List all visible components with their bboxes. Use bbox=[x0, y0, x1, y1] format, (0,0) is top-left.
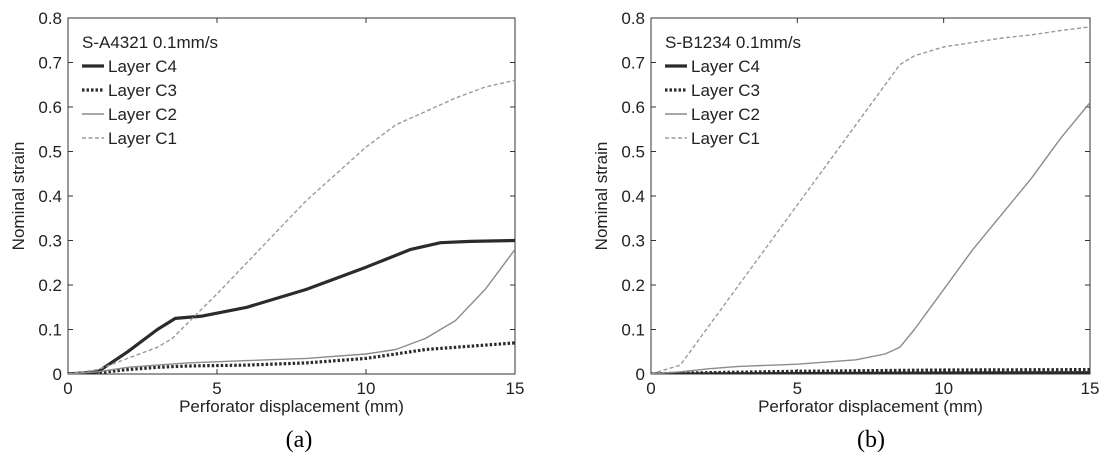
x-tick-label: 0 bbox=[63, 379, 72, 398]
series-group bbox=[68, 79, 515, 374]
y-tick-label: 0.3 bbox=[621, 232, 645, 251]
legend-title: S-B1234 0.1mm/s bbox=[665, 33, 801, 52]
legend-entry: Layer C3 bbox=[691, 81, 760, 100]
x-tick-label: 15 bbox=[506, 379, 525, 398]
series-line-layer-c2 bbox=[651, 102, 1090, 374]
x-tick-label: 15 bbox=[1081, 379, 1100, 398]
y-tick-label: 0.6 bbox=[621, 98, 645, 117]
series-line-layer-c3 bbox=[68, 341, 515, 374]
x-tick-label: 0 bbox=[646, 379, 655, 398]
legend-entry: Layer C1 bbox=[108, 129, 177, 148]
y-tick-label: 0.6 bbox=[38, 98, 62, 117]
y-tick-label: 0.4 bbox=[38, 187, 62, 206]
x-tick-label: 10 bbox=[357, 379, 376, 398]
y-tick-label: 0.8 bbox=[38, 9, 62, 28]
y-axis-label: Nominal strain bbox=[9, 142, 28, 251]
x-axis-label: Perforator displacement (mm) bbox=[179, 397, 404, 416]
y-tick-label: 0.4 bbox=[621, 187, 645, 206]
y-tick-label: 0.2 bbox=[38, 276, 62, 295]
x-tick-label: 5 bbox=[212, 379, 221, 398]
panel-caption: (a) bbox=[286, 427, 313, 453]
y-tick-label: 0.1 bbox=[38, 321, 62, 340]
legend-title: S-A4321 0.1mm/s bbox=[82, 33, 218, 52]
y-tick-label: 0 bbox=[636, 365, 645, 384]
legend-entry: Layer C4 bbox=[691, 57, 760, 76]
series-line-layer-c3 bbox=[651, 368, 1090, 374]
series-line-layer-c1 bbox=[68, 79, 515, 374]
y-tick-label: 0.5 bbox=[621, 143, 645, 162]
y-axis-label: Nominal strain bbox=[592, 142, 611, 251]
series-line-layer-c4 bbox=[68, 238, 515, 374]
series-line-layer-c1 bbox=[651, 26, 1090, 374]
y-tick-label: 0.7 bbox=[621, 54, 645, 73]
legend-entry: Layer C2 bbox=[108, 105, 177, 124]
chart-panel-b: 0 0.1 0.2 0.3 0.4 0.5 0.6 0.7 0.8 0 5 10 15 Perforato… bbox=[592, 9, 1099, 453]
series-group bbox=[651, 26, 1090, 374]
legend-entry: Layer C4 bbox=[108, 57, 177, 76]
y-tick-label: 0.3 bbox=[38, 232, 62, 251]
legend-entry: Layer C2 bbox=[691, 105, 760, 124]
legend-entry: Layer C3 bbox=[108, 81, 177, 100]
series-line-layer-c2 bbox=[68, 248, 515, 374]
x-tick-label: 10 bbox=[934, 379, 953, 398]
y-tick-label: 0.8 bbox=[621, 9, 645, 28]
x-axis-label: Perforator displacement (mm) bbox=[758, 397, 983, 416]
series-line-layer-c4 bbox=[651, 371, 1090, 374]
chart-panel-a: 0 0.1 0.2 0.3 0.4 0.5 0.6 0.7 0.8 0 5 10 15 Perforato… bbox=[9, 9, 524, 453]
y-tick-label: 0 bbox=[53, 365, 62, 384]
y-tick-label: 0.2 bbox=[621, 276, 645, 295]
panel-caption: (b) bbox=[857, 427, 885, 453]
y-tick-label: 0.5 bbox=[38, 143, 62, 162]
y-tick-label: 0.7 bbox=[38, 54, 62, 73]
legend-entry: Layer C1 bbox=[691, 129, 760, 148]
x-tick-label: 5 bbox=[793, 379, 802, 398]
y-tick-label: 0.1 bbox=[621, 321, 645, 340]
